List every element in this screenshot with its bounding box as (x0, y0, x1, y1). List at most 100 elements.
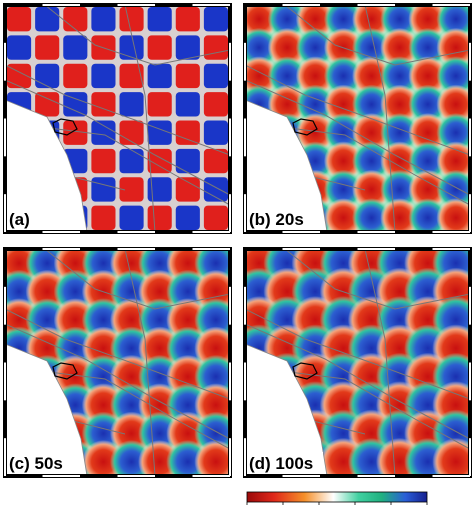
checker-blob (267, 56, 307, 96)
checker-cell (35, 92, 60, 117)
map-panel: (b) 20s (243, 3, 472, 234)
checker-cell (119, 148, 144, 174)
masked-area (5, 343, 88, 476)
checker-cell (203, 177, 228, 202)
checker-cell (35, 7, 60, 32)
checker-cell (147, 7, 172, 32)
fault-line (124, 249, 156, 476)
panel-label: (d) 100s (249, 454, 313, 473)
checker-blob (380, 112, 420, 153)
checker-cell (147, 205, 172, 230)
label-box (7, 208, 41, 230)
label-box (247, 208, 313, 230)
checker-cell (63, 35, 88, 60)
checker-cell (35, 63, 60, 89)
checker-cell (203, 205, 228, 230)
outline (292, 362, 318, 380)
fault-line (5, 323, 230, 440)
fault-line (245, 323, 470, 440)
checker-cell (119, 177, 144, 202)
checker-blob (380, 84, 420, 125)
checker-blob (380, 27, 420, 68)
masked-area (245, 99, 328, 232)
fault-line (364, 5, 396, 232)
checker-blob (194, 440, 230, 476)
outline (52, 362, 78, 380)
checker-blob (352, 56, 392, 96)
fault-line (44, 249, 230, 310)
checker-blob (352, 169, 392, 210)
masked-area (5, 99, 88, 232)
label-box (247, 452, 323, 474)
panel-label: (c) 50s (9, 454, 63, 473)
checker-cell (203, 35, 228, 60)
checker-blob (380, 169, 420, 210)
map-content (245, 5, 470, 232)
checker-blob (408, 56, 448, 96)
checker-cell (63, 63, 88, 89)
checker-blob (295, 56, 335, 96)
checker-cell (63, 92, 88, 117)
checker-blob (408, 27, 448, 68)
checker-blob (432, 437, 470, 476)
checker-cell (91, 120, 116, 145)
checker-cell (175, 92, 200, 117)
map-content (245, 249, 470, 476)
checker-cell (119, 7, 144, 32)
checker-blob (352, 27, 392, 68)
checker-blob (408, 169, 448, 210)
panel-label: (a) (9, 210, 30, 229)
checker-cell (147, 63, 172, 89)
checker-blob (380, 141, 420, 181)
checker-cell (91, 63, 116, 89)
fault-line (245, 79, 470, 196)
checker-cell (147, 177, 172, 202)
checker-blob (295, 84, 335, 125)
checker-blob (323, 169, 363, 210)
checker-cell (63, 120, 88, 145)
checker-cell (63, 7, 88, 32)
checker-cell (203, 92, 228, 117)
outline (292, 118, 318, 136)
checker-cell (175, 120, 200, 145)
label-box (7, 452, 73, 474)
fault-line (5, 308, 230, 400)
checker-blob (295, 112, 335, 153)
panel-label: (b) 20s (249, 210, 304, 229)
checker-blob (267, 27, 307, 68)
checker-cell (119, 205, 144, 230)
checker-cell (119, 35, 144, 60)
checker-cell (203, 7, 228, 32)
checker-cell (91, 177, 116, 202)
checker-cell (175, 177, 200, 202)
checker-cell (91, 148, 116, 174)
checker-cell (91, 205, 116, 230)
checker-cell (175, 35, 200, 60)
fault-line (24, 368, 230, 450)
checker-cell (35, 35, 60, 60)
checker-blob (436, 198, 470, 232)
outline (52, 118, 78, 136)
checker-cell (175, 63, 200, 89)
checker-blob (352, 84, 392, 125)
checker-cell (7, 35, 32, 60)
checker-cell (119, 120, 144, 145)
fault-line (44, 5, 230, 66)
checker-cell (147, 148, 172, 174)
fault-line (124, 5, 156, 232)
map-panel: (a) (3, 3, 232, 234)
checker-blob (352, 141, 392, 181)
checker-blob (380, 56, 420, 96)
fault-line (284, 249, 470, 310)
map-panel: (d) 100s (243, 247, 472, 478)
fault-line (264, 124, 470, 206)
checker-cell (203, 120, 228, 145)
fault-line (245, 64, 470, 156)
checker-blob (323, 56, 363, 96)
fault-line (245, 308, 470, 400)
checker-cell (175, 7, 200, 32)
checker-cell (147, 92, 172, 117)
checker-blob (323, 112, 363, 153)
checker-cell (7, 7, 32, 32)
checker-cell (7, 63, 32, 89)
